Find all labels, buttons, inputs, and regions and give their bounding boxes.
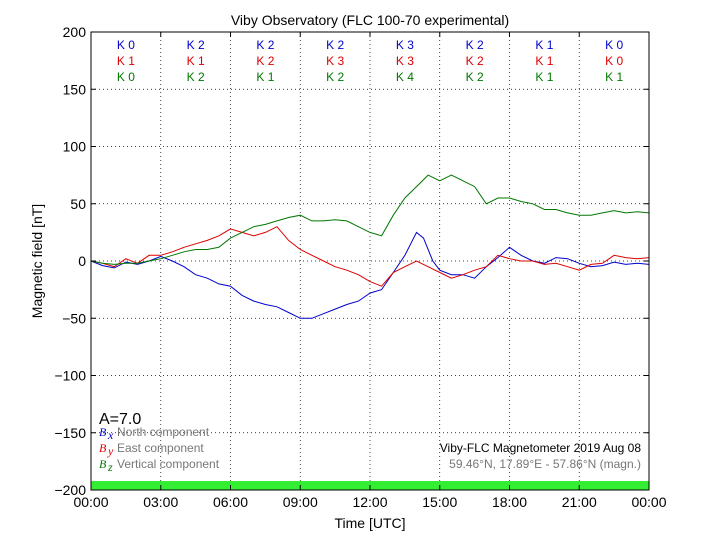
y-tick-label: −50 <box>62 310 86 326</box>
k-index-label: K 2 <box>256 54 274 68</box>
x-tick-label: 21:00 <box>562 494 597 510</box>
info-line-1: Viby-FLC Magnetometer 2019 Aug 08 <box>440 441 642 455</box>
info-line-2: 59.46°N, 17.89°E - 57.86°N (magn.) <box>449 457 641 471</box>
legend-symbol: B <box>99 425 107 439</box>
legend-symbol-subscript: x <box>107 428 114 442</box>
a-index-label: A=7.0 <box>99 411 141 428</box>
legend-entry-label: Vertical component <box>117 457 220 471</box>
series-line-1 <box>90 231 650 319</box>
k-index-label: K 4 <box>396 70 414 84</box>
grid-lines <box>91 32 649 490</box>
x-axis-ticks: 00:00 03:00 06:00 09:00 12:00 15:00 18:00 21:00… <box>73 32 667 510</box>
y-tick-label: −200 <box>54 482 86 498</box>
x-tick-label: 18:00 <box>492 494 527 510</box>
k-index-label: K 2 <box>466 54 484 68</box>
k-index-label: K 1 <box>535 38 553 52</box>
k-index-label: K 1 <box>256 70 274 84</box>
k-index-label: K 3 <box>396 54 414 68</box>
x-tick-label: 00:00 <box>631 494 666 510</box>
k-index-label: K 2 <box>187 70 205 84</box>
x-tick-label: 03:00 <box>143 494 178 510</box>
y-tick-label: −150 <box>54 425 86 441</box>
x-tick-label: 00:00 <box>73 494 108 510</box>
y-tick-label: 50 <box>70 196 86 212</box>
y-axis-ticks: 200 150 100 50 0 −50 −100 −150 −200 <box>54 24 649 498</box>
k-index-label: K 2 <box>256 38 274 52</box>
x-tick-label: 06:00 <box>213 494 248 510</box>
k-index-label: K 2 <box>187 38 205 52</box>
y-tick-label: −100 <box>54 368 86 384</box>
legend-symbol: B <box>99 457 107 471</box>
y-axis-label: Magnetic field [nT] <box>29 204 45 318</box>
k-index-label: K 1 <box>187 54 205 68</box>
k-index-label: K 0 <box>605 38 623 52</box>
legend-symbol-subscript: y <box>107 444 114 458</box>
k-index-label: K 1 <box>605 70 623 84</box>
series-lines <box>90 174 650 319</box>
k-index-label: K 1 <box>117 54 135 68</box>
k-index-label: K 2 <box>466 38 484 52</box>
k-index-label: K 1 <box>535 54 553 68</box>
k-index-label: K 0 <box>117 38 135 52</box>
x-axis-label: Time [UTC] <box>334 515 405 531</box>
x-tick-label: 15:00 <box>422 494 457 510</box>
y-tick-label: 200 <box>63 24 87 40</box>
legend-symbol-subscript: z <box>107 460 113 474</box>
k-index-label: K 1 <box>535 70 553 84</box>
k-index-label: K 0 <box>117 70 135 84</box>
k-index-label: K 3 <box>326 54 344 68</box>
y-tick-label: 150 <box>63 81 87 97</box>
y-tick-label: 100 <box>63 139 87 155</box>
y-tick-label: 0 <box>78 253 86 269</box>
k-index-label: K 2 <box>466 70 484 84</box>
legend-symbol: B <box>99 441 107 455</box>
k-index-table: K 0 K 2 K 2 K 2 K 3 K 2 K 1 K 0 K 1 K 1 K 2 K 3 K 3 K… <box>117 38 624 84</box>
k-index-label: K 0 <box>605 54 623 68</box>
chart-title: Viby Observatory (FLC 100-70 experimenta… <box>231 12 509 28</box>
legend-entry-label: East component <box>117 441 204 455</box>
x-tick-label: 12:00 <box>352 494 387 510</box>
x-tick-label: 09:00 <box>283 494 318 510</box>
legend-entry-label: North component <box>117 425 210 439</box>
k-index-label: K 2 <box>326 70 344 84</box>
k-index-label: K 2 <box>326 38 344 52</box>
series-line-3 <box>90 174 650 265</box>
k-index-label: K 3 <box>396 38 414 52</box>
series-line-2 <box>90 226 650 287</box>
